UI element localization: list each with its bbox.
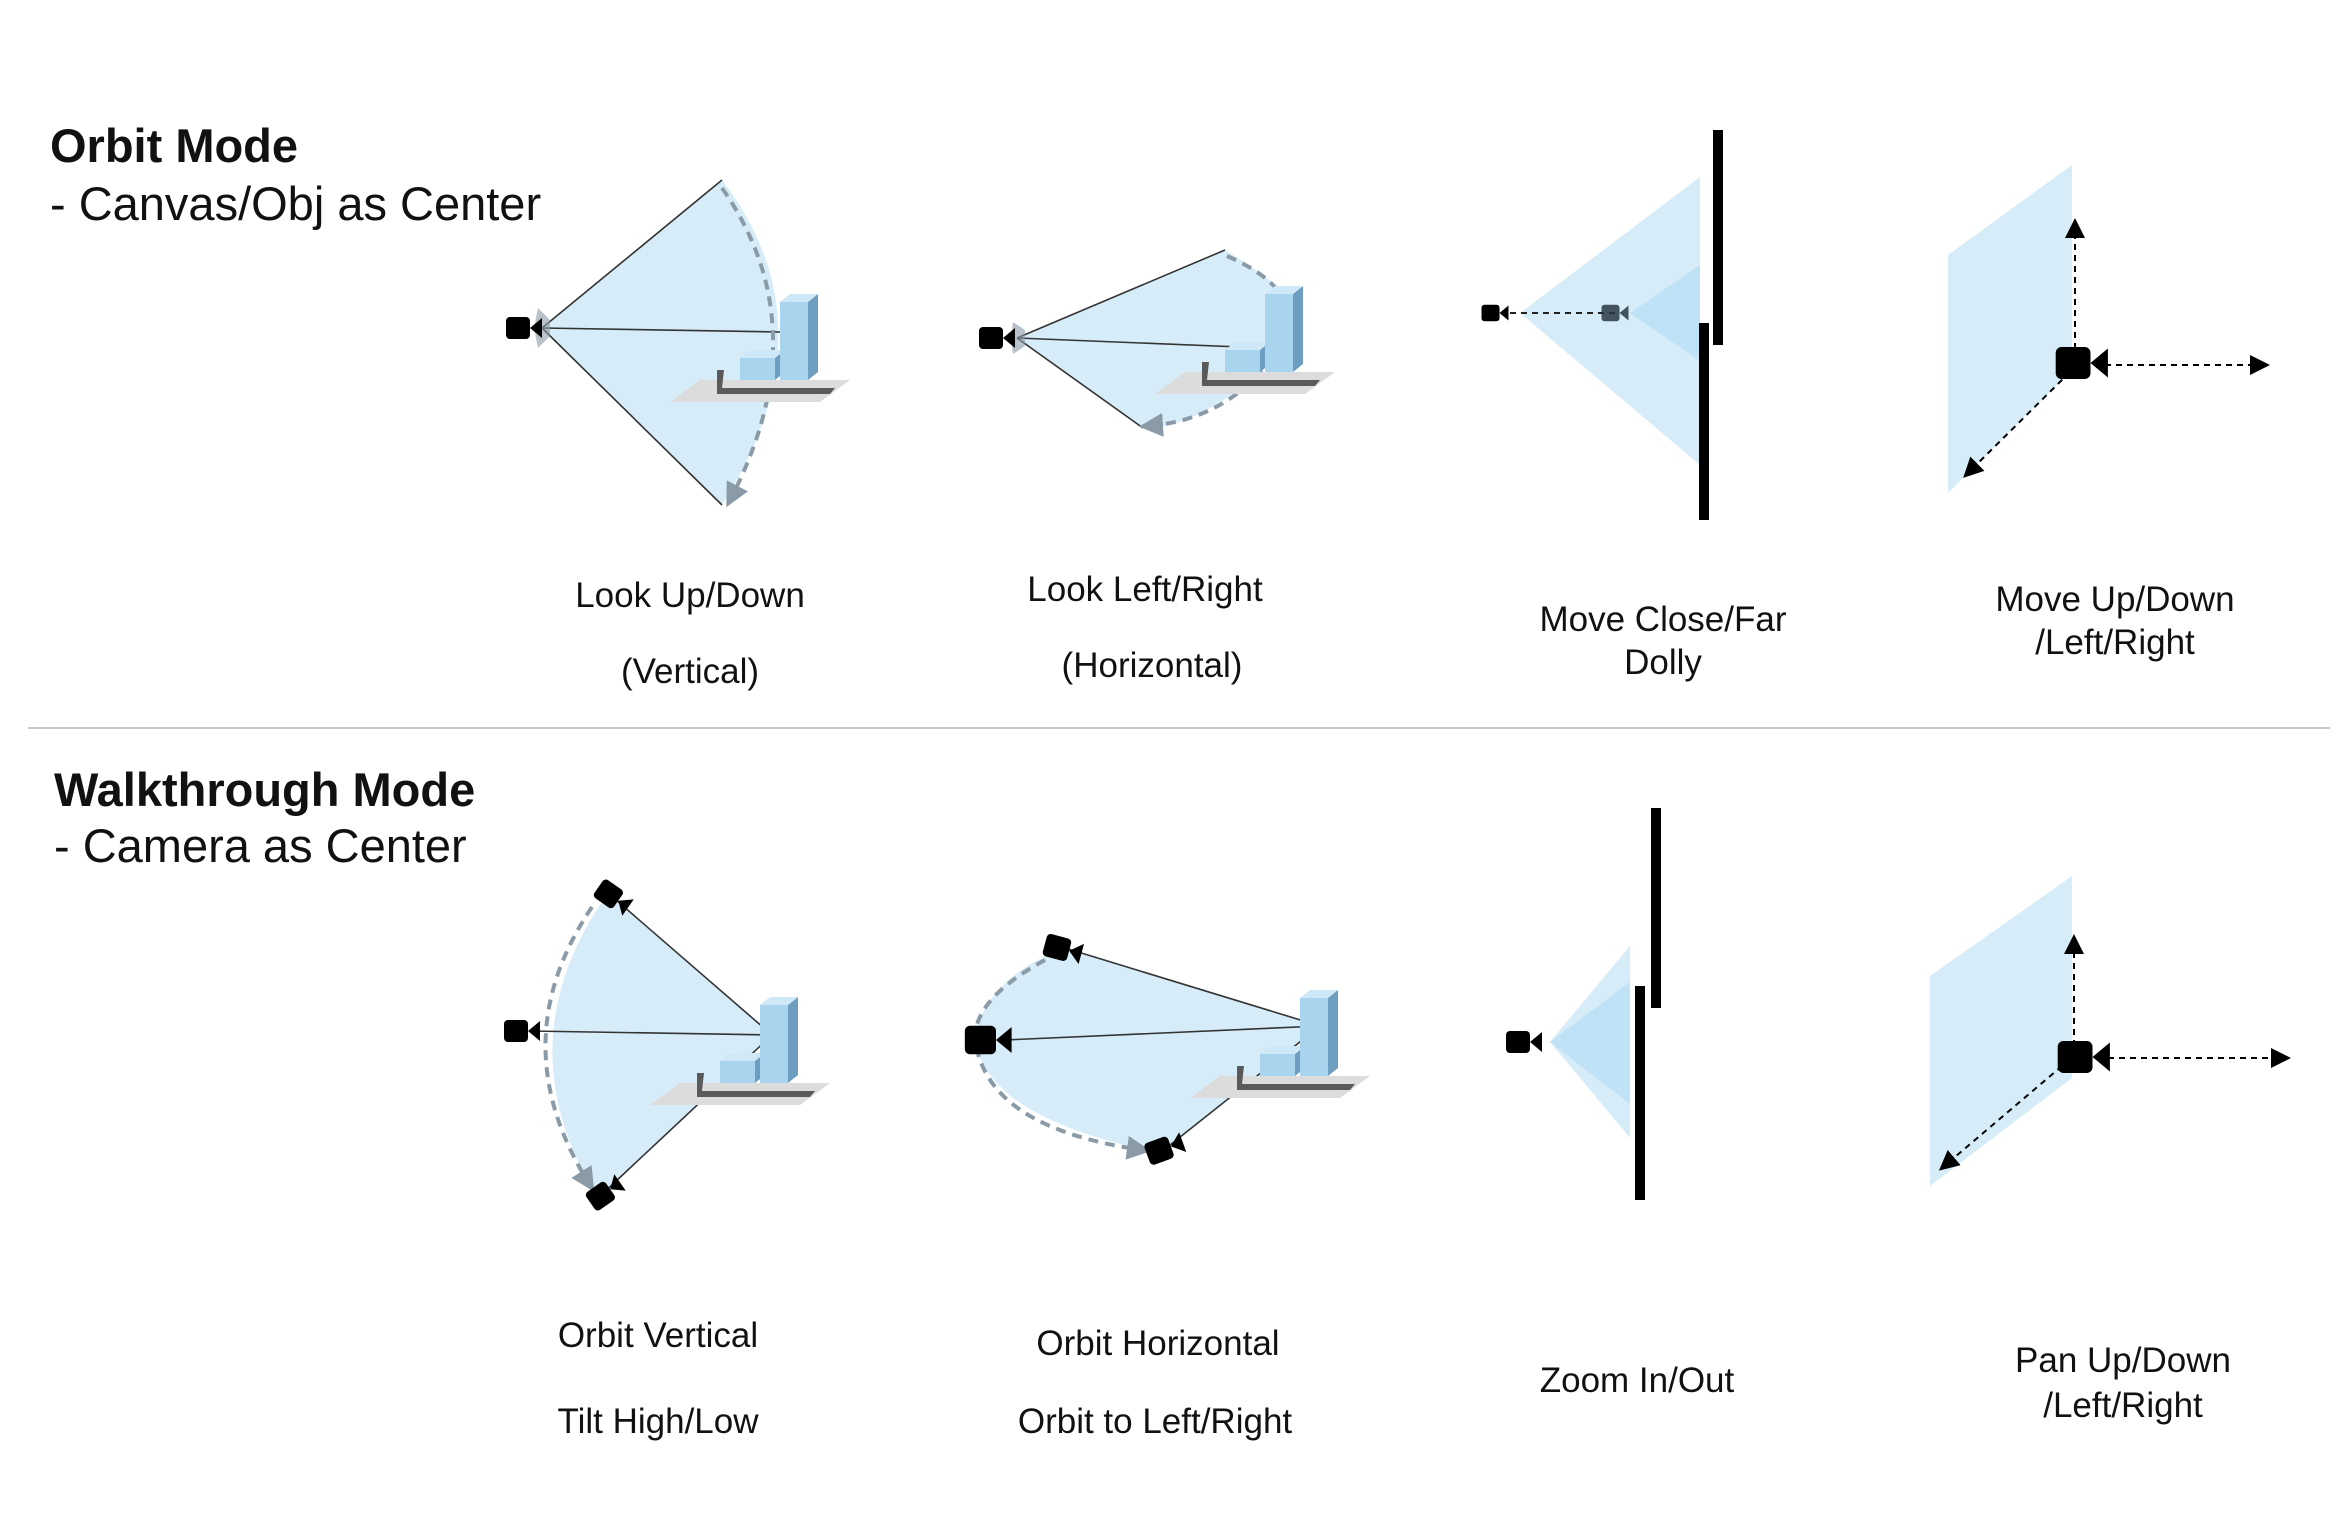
look-up-down-diagram: [506, 179, 850, 508]
caption-vertical: (Vertical): [620, 652, 760, 691]
caption-tilt-high-low: Tilt High/Low: [557, 1402, 759, 1441]
caption-look-left-right: Look Left/Right: [1027, 570, 1263, 609]
dolly-diagram: [1481, 130, 1723, 520]
orbit-vertical-diagram: [504, 877, 830, 1213]
caption-move-close-far: Move Close/Far: [1539, 600, 1787, 639]
orbit-horizontal-diagram: [964, 933, 1370, 1166]
walkthrough-mode-section: Walkthrough Mode - Camera as Center: [0, 728, 2350, 1524]
caption-orbit-horizontal: Orbit Horizontal: [1036, 1324, 1280, 1363]
walkthrough-mode-subtitle: - Camera as Center: [54, 819, 467, 872]
orbit-mode-section: Orbit Mode - Canvas/Obj as Center: [0, 0, 2350, 727]
caption-horizontal: (Horizontal): [1061, 646, 1243, 685]
caption-orbit-vertical: Orbit Vertical: [557, 1316, 759, 1355]
caption-dolly: Dolly: [1624, 643, 1702, 682]
look-left-right-diagram: [979, 249, 1335, 437]
pan-up-down-left-right-diagram: [1930, 876, 2291, 1186]
walkthrough-mode-title: Walkthrough Mode: [54, 763, 476, 816]
section-divider: [28, 727, 2330, 729]
move-up-down-left-right-diagram: [1948, 165, 2270, 493]
caption-pan-up-down: Pan Up/Down: [2015, 1341, 2231, 1380]
orbit-mode-subtitle: - Canvas/Obj as Center: [50, 177, 542, 230]
caption-zoom-in-out: Zoom In/Out: [1539, 1361, 1735, 1400]
caption-orbit-to-left-right: Orbit to Left/Right: [1017, 1402, 1293, 1441]
caption-move-left-right: /Left/Right: [2035, 623, 2195, 662]
caption-pan-left-right: /Left/Right: [2043, 1386, 2203, 1425]
caption-move-up-down: Move Up/Down: [1995, 580, 2235, 619]
zoom-in-out-diagram: [1506, 808, 1661, 1200]
caption-look-up-down: Look Up/Down: [575, 576, 805, 615]
orbit-mode-title: Orbit Mode: [50, 119, 299, 172]
